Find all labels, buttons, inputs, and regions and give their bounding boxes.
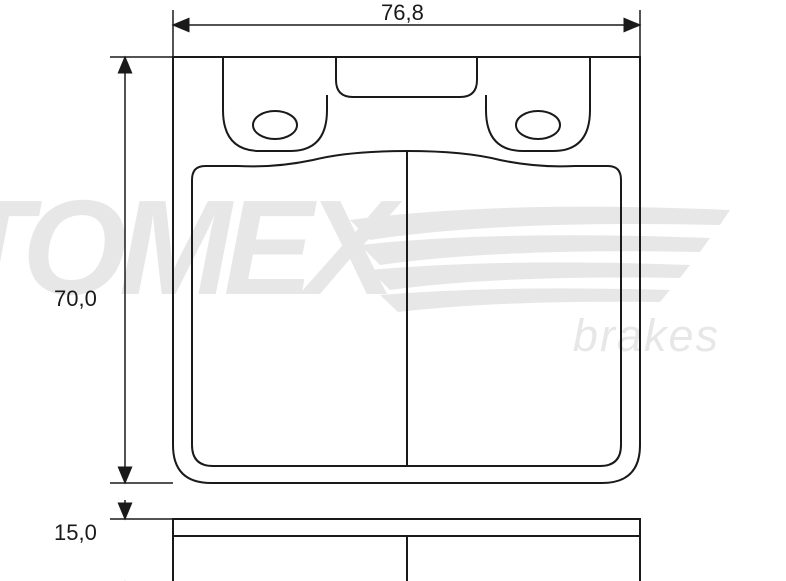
dim-label-height: 70,0 [54,286,97,312]
dimension-thickness [110,500,173,581]
technical-drawing-svg [0,0,786,581]
mounting-hole-left [253,111,297,139]
brake-pad-diagram: TOMEX brakes [0,0,786,581]
dim-label-thickness: 15,0 [54,520,97,546]
dim-label-width: 76,8 [381,0,424,26]
brake-pad-front-view [173,57,640,483]
brake-pad-side-view [173,519,640,581]
mounting-hole-right [516,111,560,139]
dimension-height [110,57,173,483]
